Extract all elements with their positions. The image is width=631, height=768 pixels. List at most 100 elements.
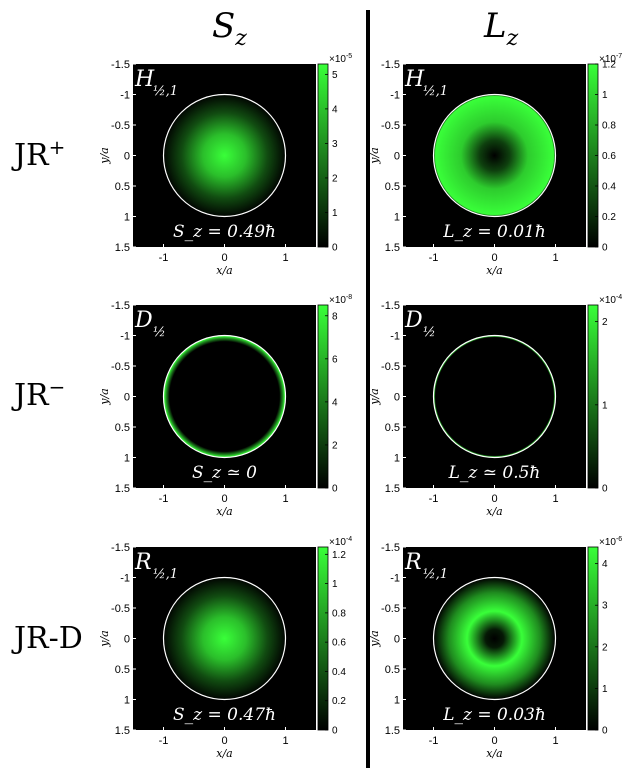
y-tick-label: -0.5: [111, 120, 130, 132]
colorbar-exponent-power: -8: [346, 294, 352, 301]
y-tick-label: 1.5: [115, 242, 130, 254]
colorbar-tick-label: 6: [332, 354, 338, 365]
colorbar-exponent: ×10-7: [599, 53, 622, 65]
y-axis-label: y/a: [368, 630, 381, 647]
x-tick-label: 0: [221, 735, 227, 747]
y-axis-label: y/a: [368, 388, 381, 405]
x-axis-label: x/a: [486, 264, 502, 277]
colorbar: [318, 547, 328, 730]
y-tick-label: 0: [124, 392, 130, 404]
colorbar-exponent-power: -4: [346, 536, 352, 543]
mode-tag: H: [404, 67, 425, 92]
annotation: L_z ≃ 0.5ħ: [448, 463, 541, 483]
x-tick-label: -1: [159, 493, 169, 505]
colorbar-tick-label: 1: [602, 90, 608, 101]
colorbar-tick-label: 0.4: [332, 667, 346, 678]
y-axis-label: y/a: [368, 147, 381, 164]
y-tick-label: -0.5: [381, 361, 400, 373]
x-tick-label: -1: [429, 735, 439, 747]
y-tick-label: -1.5: [111, 542, 130, 554]
x-tick-label: 0: [221, 252, 227, 264]
colorbar-exponent: ×10-8: [329, 294, 352, 306]
intensity-map: [164, 95, 286, 217]
x-tick-label: -1: [429, 493, 439, 505]
colorbar-tick-label: 2: [602, 642, 608, 653]
colorbar-exponent-power: -4: [616, 294, 622, 301]
y-tick-label: -1: [390, 90, 400, 102]
colorbar-exponent-power: -7: [616, 53, 622, 60]
y-axis-label: y/a: [98, 630, 111, 647]
mode-tag: R: [404, 550, 422, 575]
y-tick-label: -1.5: [381, 59, 400, 71]
panel-figure: -1.5 -1 -0.5 0 0.5 1 1.5 -1 0 1 x/a y/a H½,1 L_z = 0.…: [370, 52, 631, 282]
mode-tag-subscript: ½,1: [153, 567, 178, 582]
y-tick-label: 0.5: [115, 422, 130, 434]
x-tick-label: 0: [221, 493, 227, 505]
x-tick-label: -1: [429, 252, 439, 264]
panel-jrplus-lz: -1.5 -1 -0.5 0 0.5 1 1.5 -1 0 1 x/a y/a H ½,1 L_z = 0.…: [370, 52, 631, 282]
colorbar-tick-label: 0: [602, 243, 608, 254]
colorbar-exponent: ×10-5: [329, 53, 352, 65]
column-title-sz: Sz: [212, 6, 247, 51]
y-tick-label: -0.5: [381, 603, 400, 615]
y-tick-label: 1.5: [115, 725, 130, 737]
colorbar-tick-label: 0: [602, 726, 608, 737]
colorbar-tick-label: 4: [602, 559, 608, 570]
y-tick-label: 1.5: [385, 725, 400, 737]
mode-tag: H: [134, 67, 155, 92]
colorbar-tick-label: 5: [332, 70, 338, 81]
mode-tag-subscript: ½,1: [423, 567, 448, 582]
y-tick-label: -1.5: [381, 300, 400, 312]
colorbar-tick-label: 1: [332, 208, 338, 219]
panel-jrplus-sz: -1.5 -1 -0.5 0 0.5 1 1.5 -1 0 1 x/a y/a H ½,1 S_z = 0.…: [100, 52, 400, 282]
panel-figure: -1.5 -1 -0.5 0 0.5 1 1.5 -1 0 1 x/a y/a R ½,1 L_z = 0.…: [370, 535, 631, 765]
y-tick-label: -0.5: [381, 120, 400, 132]
colorbar-tick-label: 0.6: [332, 638, 346, 649]
y-tick-label: 0.5: [115, 664, 130, 676]
x-axis-label: x/a: [486, 747, 502, 760]
x-tick-label: 1: [282, 252, 288, 264]
x-tick-label: 1: [552, 252, 558, 264]
panel-figure: -1.5 -1 -0.5 0 0.5 1 1.5 -1 0 1 x/a y/a H½,1 S_z = 0.…: [100, 52, 400, 282]
x-tick-label: 0: [491, 735, 497, 747]
x-tick-label: 0: [491, 493, 497, 505]
mode-tag-subscript: ½,1: [153, 84, 178, 99]
x-tick-label: 0: [491, 252, 497, 264]
colorbar-tick-label: 4: [332, 397, 338, 408]
colorbar-tick-label: 3: [602, 601, 608, 612]
panel-jrd-sz: -1.5 -1 -0.5 0 0.5 1 1.5 -1 0 1 x/a y/a R ½,1 S_z = 0.…: [100, 535, 400, 765]
colorbar-tick-label: 0.4: [602, 182, 616, 193]
colorbar-tick-label: 0: [332, 484, 338, 495]
colorbar-tick-label: 2: [332, 173, 338, 184]
y-axis-label: y/a: [98, 388, 111, 405]
y-tick-label: -0.5: [111, 603, 130, 615]
mode-tag: R: [134, 550, 152, 575]
panel-jrminus-lz: -1.5 -1 -0.5 0 0.5 1 1.5 -1 0 1 x/a y/a D ½ L_z ≃ 0.5ħ…: [370, 293, 631, 523]
y-tick-label: 0: [394, 392, 400, 404]
panel-figure: -1.5 -1 -0.5 0 0.5 1 1.5 -1 0 1 x/a y/a R ½,1 S_z = 0.…: [100, 535, 400, 765]
y-tick-label: -1.5: [381, 542, 400, 554]
column-title-lz: Lz: [484, 6, 518, 51]
intensity-map: [434, 336, 556, 458]
panel-jrminus-sz: -1.5 -1 -0.5 0 0.5 1 1.5 -1 0 1 x/a y/a D ½ S_z ≃ 0864…: [100, 293, 400, 523]
mode-tag-subscript: ½: [423, 325, 436, 340]
colorbar-tick-label: 0.2: [332, 696, 346, 707]
intensity-map: [164, 336, 286, 458]
intensity-map: [434, 578, 556, 700]
panel-figure: -1.5-1-0.500.511.5-1 0 1x/ay/aD ½S_z ≃ 0864…: [100, 293, 400, 523]
x-axis-label: x/a: [216, 747, 232, 760]
x-tick-label: 1: [552, 493, 558, 505]
colorbar-tick-label: 3: [332, 139, 338, 150]
colorbar: [318, 305, 328, 488]
y-axis-label: y/a: [98, 147, 111, 164]
y-tick-label: 1: [394, 695, 400, 707]
y-tick-label: 1.5: [115, 483, 130, 495]
x-tick-label: 1: [282, 493, 288, 505]
colorbar-tick-label: 2: [602, 317, 608, 328]
colorbar-exponent: ×10-4: [329, 536, 352, 548]
colorbar-tick-label: 0.6: [602, 151, 616, 162]
colorbar-tick-label: 0: [602, 484, 608, 495]
y-tick-label: 1: [394, 453, 400, 465]
y-tick-label: -1.5: [111, 59, 130, 71]
x-axis-label: x/a: [486, 505, 502, 518]
